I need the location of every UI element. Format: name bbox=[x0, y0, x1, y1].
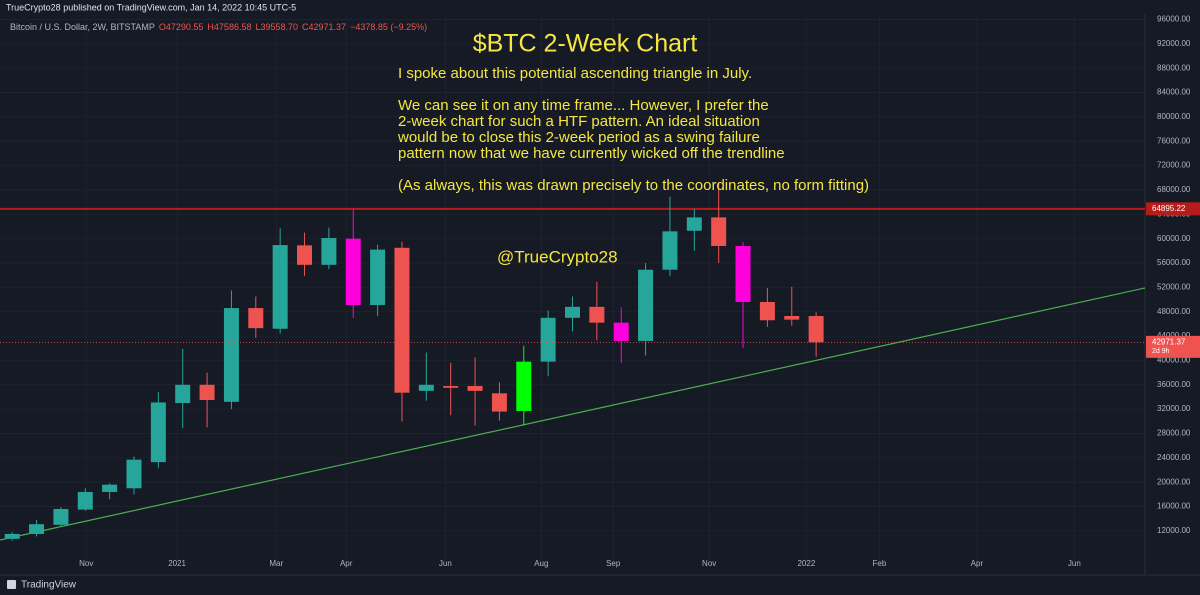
x-tick-label: Feb bbox=[873, 559, 887, 568]
y-tick-label: 56000.00 bbox=[1157, 258, 1191, 267]
candle-body bbox=[565, 306, 580, 318]
price-tag-bg bbox=[1146, 202, 1200, 216]
candle-body bbox=[467, 386, 483, 391]
chart-title: $BTC 2-Week Chart bbox=[473, 30, 698, 58]
symbol-legend: Bitcoin / U.S. Dollar, 2W, BITSTAMP O4729… bbox=[10, 22, 427, 32]
candle-body bbox=[77, 491, 93, 510]
y-tick-label: 92000.00 bbox=[1157, 39, 1191, 48]
ohlc-value: L39558.70 bbox=[255, 22, 298, 32]
symbol: Bitcoin / U.S. Dollar, 2W, BITSTAMP bbox=[10, 22, 155, 32]
y-tick-label: 16000.00 bbox=[1157, 502, 1191, 511]
watermark: @TrueCrypto28 bbox=[497, 247, 618, 266]
candle-body bbox=[735, 245, 751, 302]
x-tick-label: Jun bbox=[1068, 559, 1081, 568]
candle-body bbox=[223, 308, 239, 402]
logo-icon bbox=[7, 580, 16, 589]
candle-body bbox=[638, 269, 654, 341]
annotation-line: 2-week chart for such a HTF pattern. An … bbox=[398, 113, 760, 130]
footer-brand: TradingView bbox=[21, 580, 77, 591]
y-tick-label: 68000.00 bbox=[1157, 185, 1191, 194]
y-tick-label: 28000.00 bbox=[1157, 429, 1191, 438]
candle-body bbox=[759, 301, 775, 321]
price-tag-bg bbox=[1146, 335, 1200, 358]
x-tick-label: Nov bbox=[702, 559, 716, 568]
x-tick-label: Apr bbox=[340, 559, 353, 568]
candle-body bbox=[662, 231, 678, 270]
y-tick-label: 52000.00 bbox=[1157, 282, 1191, 291]
candle-body bbox=[418, 384, 434, 391]
price-tag: 64895.22 bbox=[1152, 204, 1186, 213]
candle-body bbox=[29, 524, 45, 534]
price-tag: 42971.37 bbox=[1152, 337, 1186, 346]
x-tick-label: 2022 bbox=[797, 559, 815, 568]
candle-body bbox=[53, 508, 69, 525]
tv-logo bbox=[7, 580, 16, 589]
y-tick-label: 80000.00 bbox=[1157, 112, 1191, 121]
candle-body bbox=[711, 217, 727, 246]
y-tick-label: 24000.00 bbox=[1157, 453, 1191, 462]
y-tick-label: 88000.00 bbox=[1157, 63, 1191, 72]
annotation-line: (As always, this was drawn precisely to … bbox=[398, 177, 869, 194]
annotation-line: I spoke about this potential ascending t… bbox=[398, 65, 752, 82]
candle-body bbox=[808, 315, 824, 343]
candle-body bbox=[199, 384, 215, 401]
ohlc-value: C42971.37 bbox=[302, 22, 346, 32]
candle-body bbox=[297, 245, 313, 265]
candle-body bbox=[4, 533, 20, 539]
candle-body bbox=[540, 317, 556, 362]
x-tick-label: Mar bbox=[269, 559, 283, 568]
y-tick-label: 32000.00 bbox=[1157, 404, 1191, 413]
candle-body bbox=[248, 308, 264, 329]
y-tick-label: 36000.00 bbox=[1157, 380, 1191, 389]
y-tick-label: 40000.00 bbox=[1157, 356, 1191, 365]
candle-body bbox=[126, 459, 142, 489]
y-tick-label: 76000.00 bbox=[1157, 136, 1191, 145]
x-tick-label: Aug bbox=[534, 559, 548, 568]
annotation-line: pattern now that we have currently wicke… bbox=[398, 145, 785, 162]
candle-body bbox=[516, 361, 532, 411]
candle-body bbox=[102, 484, 118, 492]
candle-body bbox=[370, 249, 386, 306]
y-tick-label: 60000.00 bbox=[1157, 234, 1191, 243]
y-tick-label: 84000.00 bbox=[1157, 88, 1191, 97]
candle-body bbox=[175, 384, 191, 404]
ohlc-value: H47586.58 bbox=[207, 22, 251, 32]
y-tick-label: 96000.00 bbox=[1157, 15, 1191, 24]
candle-body bbox=[345, 238, 361, 306]
y-tick-label: 44000.00 bbox=[1157, 331, 1191, 340]
candle-body bbox=[443, 386, 459, 388]
x-tick-label: 2021 bbox=[168, 559, 186, 568]
candle-body bbox=[784, 315, 800, 320]
candle-body bbox=[150, 402, 166, 463]
y-tick-label: 48000.00 bbox=[1157, 307, 1191, 316]
y-tick-label: 72000.00 bbox=[1157, 161, 1191, 170]
candle-body bbox=[491, 393, 507, 412]
candle-body bbox=[272, 245, 288, 329]
ohlc-value: −4378.85 (−9.25%) bbox=[350, 22, 427, 32]
y-tick-label: 12000.00 bbox=[1157, 526, 1191, 535]
candle-body bbox=[394, 247, 410, 393]
x-tick-label: Jun bbox=[439, 559, 452, 568]
publisher: TrueCrypto28 published on TradingView.co… bbox=[6, 2, 296, 12]
x-tick-label: Sep bbox=[606, 559, 621, 568]
annotation-line: would be to close this 2-week period as … bbox=[397, 129, 760, 146]
candle-body bbox=[321, 238, 337, 265]
ohlc-value: O47290.55 bbox=[159, 22, 204, 32]
y-tick-label: 20000.00 bbox=[1157, 477, 1191, 486]
x-tick-label: Apr bbox=[971, 559, 984, 568]
candle-body bbox=[613, 322, 629, 341]
candle-body bbox=[589, 306, 605, 323]
annotation-line: We can see it on any time frame... Howev… bbox=[398, 97, 769, 114]
trendline bbox=[0, 287, 1146, 541]
candle-body bbox=[686, 217, 702, 231]
countdown: 2d 9h bbox=[1152, 348, 1170, 355]
x-tick-label: Nov bbox=[79, 559, 93, 568]
